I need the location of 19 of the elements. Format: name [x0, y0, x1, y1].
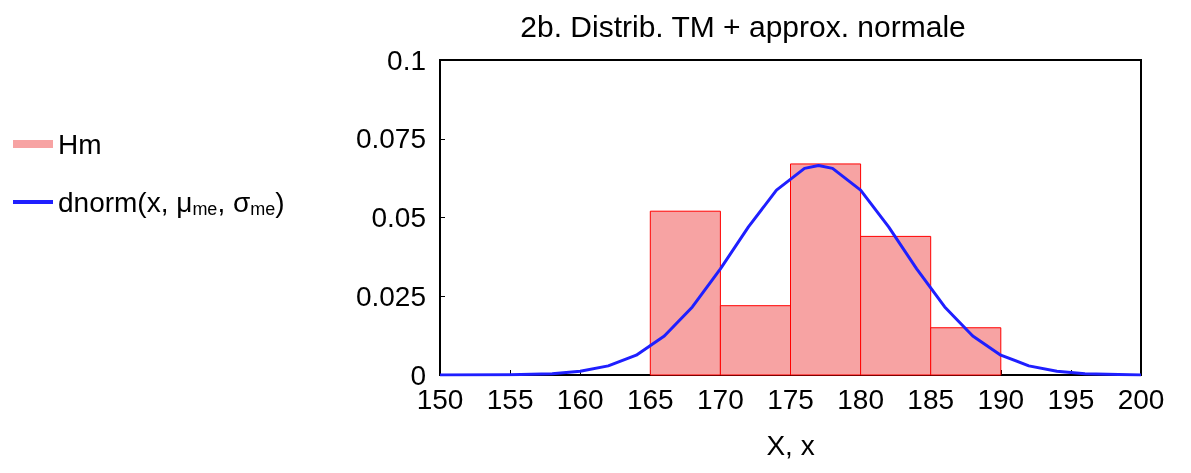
- x-tick-label: 200: [1117, 383, 1165, 415]
- y-tick-label: 0.1: [387, 44, 426, 76]
- x-tick-label: 170: [697, 383, 744, 415]
- y-tick-label: 0.025: [355, 280, 426, 312]
- y-tick-label: 0.05: [371, 202, 426, 233]
- y-tick-label: 0.075: [355, 123, 426, 155]
- x-tick-label: 195: [1047, 383, 1095, 415]
- x-tick-label: 160: [556, 383, 604, 415]
- y-tick-label: 0: [410, 359, 426, 391]
- x-tick-label: 155: [486, 383, 534, 415]
- chart-title: 2b. Distrib. TM + approx. normale: [520, 9, 966, 43]
- x-tick-label: 185: [907, 383, 955, 415]
- legend-label: Hm: [58, 128, 102, 160]
- line-series: [438, 164, 1143, 377]
- x-tick-label: 175: [767, 383, 814, 415]
- x-tick-label: 190: [977, 383, 1025, 415]
- x-tick-label: 165: [626, 383, 674, 415]
- x-tick-label: 180: [837, 383, 884, 415]
- x-axis-title: X, x: [766, 429, 815, 461]
